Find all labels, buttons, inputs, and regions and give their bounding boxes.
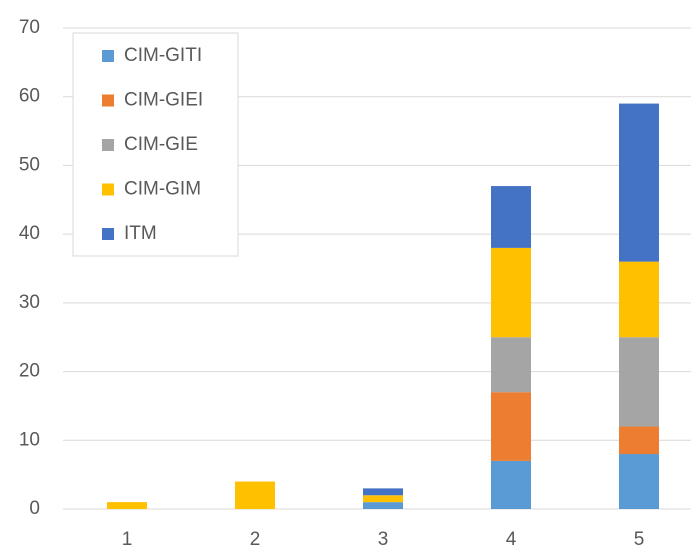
legend-swatch xyxy=(102,139,114,151)
legend-swatch xyxy=(102,50,114,62)
x-tick-label: 2 xyxy=(250,529,261,550)
y-tick-label: 50 xyxy=(19,154,40,175)
bar-segment xyxy=(235,481,275,509)
bar-segment xyxy=(619,426,659,455)
y-tick-label: 60 xyxy=(19,86,40,107)
bar-segment xyxy=(619,103,659,262)
x-tick-label: 1 xyxy=(122,529,133,550)
bar-segment xyxy=(491,392,531,461)
bar-segment xyxy=(363,502,403,509)
bar-segment xyxy=(491,460,531,509)
bar-segment xyxy=(491,337,531,393)
legend-label: CIM-GIE xyxy=(124,134,198,155)
legend-label: CIM-GIM xyxy=(124,179,201,200)
legend-label: CIM-GITI xyxy=(124,45,202,66)
bar-segment xyxy=(619,454,659,509)
y-tick-label: 70 xyxy=(19,17,40,38)
x-tick-label: 4 xyxy=(506,529,517,550)
y-tick-label: 20 xyxy=(19,361,40,382)
bar-segment xyxy=(491,186,531,248)
legend-swatch xyxy=(102,183,114,196)
y-tick-label: 10 xyxy=(19,429,40,450)
legend-label: CIM-GIEI xyxy=(124,90,203,111)
bar-segment xyxy=(619,261,659,338)
y-tick-label: 0 xyxy=(29,498,40,519)
bar-segment xyxy=(491,247,531,338)
legend-box xyxy=(72,32,239,257)
bar-segment xyxy=(619,337,659,427)
bar-segment xyxy=(363,488,403,496)
legend-swatch xyxy=(102,94,114,107)
bar-segment xyxy=(107,502,147,509)
bar-segment xyxy=(363,495,403,503)
x-tick-label: 5 xyxy=(634,529,645,550)
y-tick-label: 30 xyxy=(19,292,40,313)
legend-swatch xyxy=(102,228,114,240)
y-tick-label: 40 xyxy=(19,223,40,244)
x-tick-label: 3 xyxy=(378,529,389,550)
legend-label: ITM xyxy=(124,223,157,244)
